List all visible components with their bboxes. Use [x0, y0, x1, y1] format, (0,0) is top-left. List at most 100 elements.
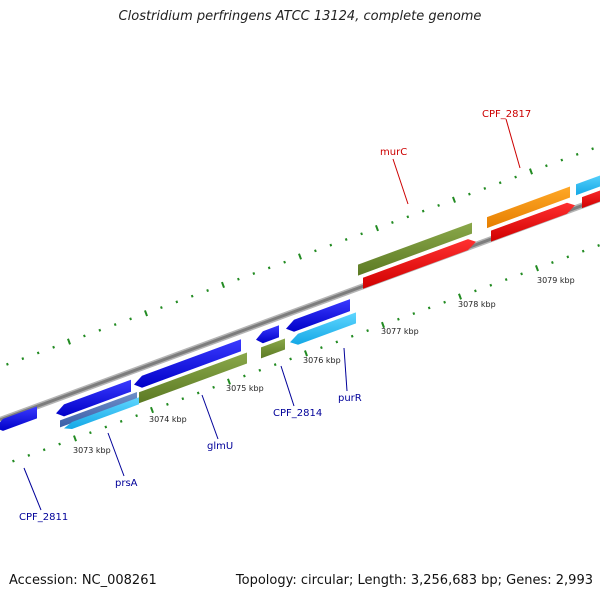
tick-mark [381, 321, 385, 329]
tick-mark [591, 147, 594, 151]
tick-mark [474, 289, 477, 293]
tick-mark [181, 397, 185, 401]
gene-feature-murc-olive[interactable] [358, 222, 472, 276]
tick-mark [397, 317, 400, 321]
tick-mark [175, 300, 179, 304]
scale-label: 3074 kbp [149, 415, 187, 424]
tick-mark [12, 459, 15, 463]
scale-label: 3075 kbp [226, 384, 264, 393]
tick-mark [468, 192, 471, 196]
gene-feature-cpf-2817-red[interactable] [491, 202, 575, 242]
tick-mark [196, 391, 200, 395]
callout-lines [23, 118, 521, 511]
scale-label: 3079 kbp [537, 276, 575, 285]
tick-mark [104, 425, 108, 429]
scale-label: 3077 kbp [381, 327, 419, 336]
tick-mark [412, 312, 416, 316]
tick-mark [206, 289, 209, 293]
tick-mark [83, 334, 86, 338]
tick-mark [252, 272, 256, 275]
tick-mark [298, 253, 302, 260]
gene-feature-prsa-blue[interactable] [56, 379, 131, 417]
tick-mark [212, 385, 215, 389]
map-title: Clostridium perfringens ATCC 13124, comp… [118, 9, 482, 24]
tick-mark [129, 317, 132, 321]
tick-mark [575, 152, 579, 156]
gene-feature-purr-cyan[interactable] [290, 312, 356, 345]
tick-mark [27, 453, 31, 457]
tick-mark [283, 260, 286, 264]
tick-mark [273, 363, 277, 367]
tick-mark [581, 249, 585, 253]
tick-mark [560, 158, 564, 162]
tick-mark [160, 306, 163, 310]
scale-label: 3073 kbp [73, 446, 111, 455]
tick-mark [58, 442, 61, 446]
gene-feature-cpf-2814-blue[interactable] [256, 325, 279, 344]
tick-mark [221, 281, 225, 289]
gene-label-cpf-2814[interactable]: CPF_2814 [273, 408, 322, 419]
gene-label-murc[interactable]: murC [380, 147, 407, 158]
gene-feature-next-cyan[interactable] [576, 172, 600, 196]
gene-feature-cpf-2811[interactable] [0, 406, 37, 431]
tick-mark [391, 220, 394, 224]
tick-mark [566, 255, 570, 259]
tick-mark [304, 350, 308, 357]
tick-mark [551, 261, 554, 265]
gene-label-cpf-2817[interactable]: CPF_2817 [482, 109, 531, 120]
tick-mark [427, 306, 431, 310]
tick-mark [150, 406, 154, 414]
gene-features[interactable] [0, 172, 600, 431]
gene-feature-murc-red[interactable] [363, 239, 476, 289]
genome-summary: Topology: circular; Length: 3,256,683 bp… [235, 573, 593, 588]
tick-mark [520, 272, 523, 276]
tick-mark [98, 328, 102, 332]
tick-mark [89, 431, 92, 435]
tick-mark [42, 448, 46, 452]
tick-mark [21, 357, 25, 361]
gene-label-glmu[interactable]: glmU [207, 441, 233, 452]
tick-mark [237, 277, 240, 281]
gene-feature-purr-blue[interactable] [286, 299, 350, 332]
tick-mark [504, 278, 508, 282]
tick-mark [406, 215, 410, 219]
tick-mark [514, 175, 517, 179]
tick-mark [289, 357, 292, 361]
tick-mark [366, 329, 369, 333]
tick-mark [375, 224, 379, 232]
tick-mark [267, 266, 271, 270]
tick-mark [190, 294, 194, 298]
tick-mark [443, 300, 446, 304]
tick-mark [350, 334, 354, 338]
gene-feature-cpf-2817-orange[interactable] [487, 186, 570, 229]
gene-label-prsa[interactable]: prsA [115, 478, 138, 489]
tick-mark [67, 338, 71, 345]
gene-feature-next-red[interactable] [582, 187, 600, 209]
tick-mark [227, 378, 231, 385]
gene-feature-prsa-steel[interactable] [60, 392, 137, 428]
tick-marks [6, 147, 600, 463]
scale-label: 3076 kbp [303, 356, 341, 365]
gene-feature-prsa-cyan[interactable] [64, 397, 139, 429]
gene-feature-glmu-olive[interactable] [139, 352, 247, 404]
tick-mark [329, 243, 333, 247]
tick-mark [243, 374, 246, 378]
tick-mark [437, 203, 440, 207]
tick-mark [452, 196, 456, 203]
tick-mark [135, 414, 138, 418]
tick-mark [166, 402, 169, 406]
tick-mark [535, 265, 539, 272]
gene-label-cpf-2811[interactable]: CPF_2811 [19, 512, 68, 523]
gene-feature-cpf-2814-olive[interactable] [261, 338, 285, 359]
tick-mark [113, 323, 117, 327]
tick-mark [344, 238, 348, 241]
tick-mark [258, 368, 262, 372]
gene-feature-glmu-blue[interactable] [134, 339, 241, 388]
scale-label: 3078 kbp [458, 300, 496, 309]
scale-labels: 3073 kbp 3074 kbp 3075 kbp 3076 kbp 3077… [73, 276, 575, 455]
tick-mark [36, 351, 40, 355]
tick-mark [597, 244, 600, 247]
gene-label-purr[interactable]: purR [338, 393, 362, 404]
tick-mark [52, 345, 55, 349]
